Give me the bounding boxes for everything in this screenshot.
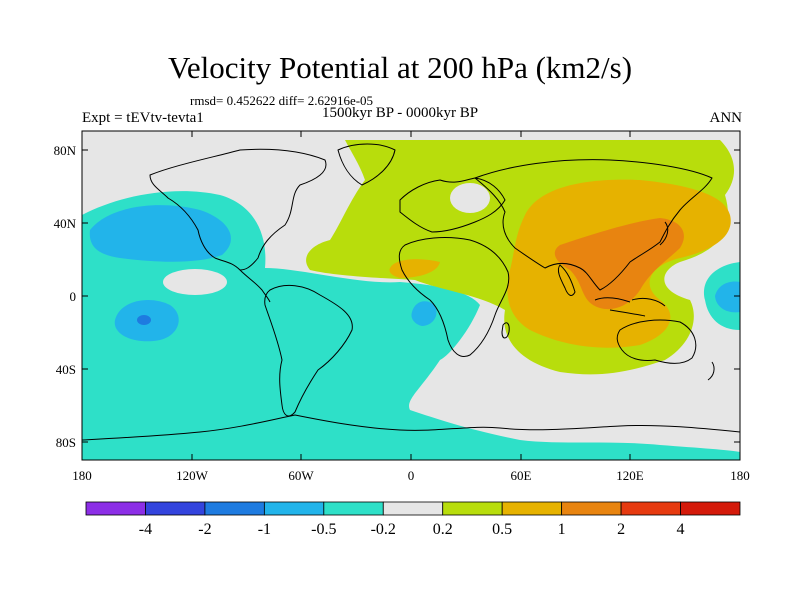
dark-blue-spot [137, 315, 151, 325]
colorbar [85, 501, 741, 516]
colorbar-swatch [204, 501, 265, 516]
x-tick-label: 60E [511, 468, 532, 483]
colorbar-label: -1 [258, 521, 271, 538]
season-label: ANN [709, 110, 743, 126]
x-tick-labels: 180 120W 60W 0 60E 120E 180 [72, 468, 750, 483]
colorbar-labels: -4 -2 -1 -0.5 -0.2 0.2 0.5 1 2 4 [139, 521, 685, 538]
coast-africa [398, 237, 510, 357]
colorbar-swatch [323, 501, 384, 516]
blue-patch-east [715, 281, 740, 313]
colorbar-label: 2 [617, 521, 625, 538]
x-tick-label: 0 [408, 468, 415, 483]
colorbar-label: -2 [198, 521, 211, 538]
colorbar-swatch [680, 501, 741, 516]
coast-asia [474, 159, 713, 291]
neutral-hole-europe [450, 183, 490, 213]
coast-north-america [149, 148, 327, 271]
colorbar-label: 4 [677, 521, 685, 538]
colorbar-swatch [442, 501, 503, 516]
coast-greenland [337, 143, 396, 186]
stats-label: rmsd= 0.452622 diff= 2.62916e-05 [190, 93, 374, 108]
y-tick-label: 0 [70, 289, 77, 304]
y-tick-label: 80N [54, 143, 77, 158]
y-tick-labels: 80N 40N 0 40S 80S [54, 143, 77, 450]
colorbar-label: -0.5 [311, 521, 336, 538]
orange-patch-africa [389, 259, 440, 278]
x-tick-label: 60W [288, 468, 314, 483]
blue-patch-atlantic [411, 301, 437, 326]
axis-ticks [81, 131, 741, 460]
colorbar-swatch [620, 501, 681, 516]
coast-europe [399, 177, 506, 233]
x-tick-label: 120E [616, 468, 644, 483]
coast-indonesia [594, 297, 666, 317]
x-tick-label: 180 [72, 468, 92, 483]
colorbar-swatch [561, 501, 622, 516]
experiment-label: Expt = tEVtv-tevta1 [82, 110, 204, 126]
colorbar-label: 0.5 [492, 521, 512, 538]
colorbar-label: 1 [558, 521, 566, 538]
map-plot-area [82, 131, 740, 460]
y-tick-label: 80S [56, 435, 76, 450]
coast-japan [659, 221, 669, 246]
cyan-region [82, 191, 740, 460]
colorbar-swatch [382, 501, 444, 516]
dark-orange-core [554, 218, 684, 310]
colorbar-swatch [85, 501, 146, 516]
coast-central-america [239, 269, 271, 303]
coast-antarctica [82, 414, 740, 441]
coast-south-america [264, 284, 353, 417]
x-tick-label: 180 [730, 468, 750, 483]
coast-australia [616, 319, 697, 364]
map-title: Velocity Potential at 200 hPa (km2/s) [167, 50, 633, 85]
period-label: 1500kyr BP - 0000kyr BP [322, 105, 479, 121]
coast-madagascar [501, 322, 510, 339]
coastlines [82, 143, 740, 441]
coast-new-zealand [707, 361, 715, 381]
blue-patch-north-pacific [89, 205, 231, 262]
y-tick-label: 40N [54, 216, 77, 231]
colorbar-label: 0.2 [433, 521, 453, 538]
colorbar-label: -4 [139, 521, 152, 538]
colorbar-label: -0.2 [371, 521, 396, 538]
neutral-hole-pacific [163, 269, 227, 295]
x-tick-label: 120W [176, 468, 209, 483]
colorbar-swatch [501, 501, 563, 516]
colorbar-swatch [145, 501, 206, 516]
colorbar-swatch [263, 501, 325, 516]
coast-india [557, 264, 576, 296]
y-tick-label: 40S [56, 362, 76, 377]
